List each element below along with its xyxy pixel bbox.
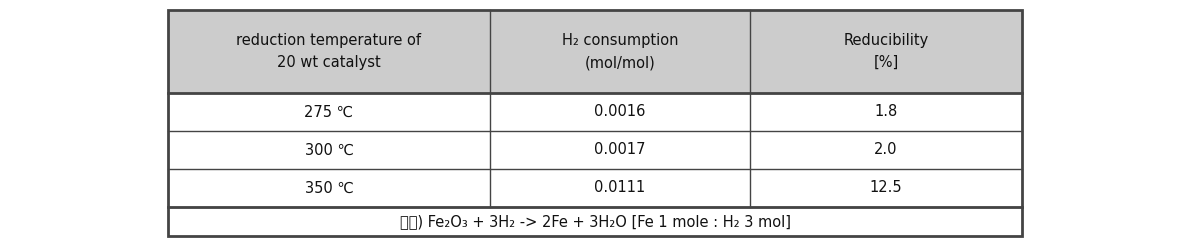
- Text: 2.0: 2.0: [875, 142, 897, 157]
- Bar: [168, 10, 1022, 93]
- Bar: [168, 207, 1022, 236]
- Text: 1.8: 1.8: [875, 105, 897, 120]
- Text: 350 ℃: 350 ℃: [305, 181, 353, 196]
- Bar: [168, 93, 1022, 131]
- Text: 12.5: 12.5: [870, 181, 902, 196]
- Text: Reducibility
[%]: Reducibility [%]: [844, 33, 928, 70]
- Text: 0.0017: 0.0017: [594, 142, 646, 157]
- Bar: [168, 169, 1022, 207]
- Bar: [168, 10, 1022, 236]
- Text: 300 ℃: 300 ℃: [305, 142, 353, 157]
- Text: 275 ℃: 275 ℃: [305, 105, 353, 120]
- Bar: [168, 131, 1022, 169]
- Text: H₂ consumption
(mol/mol): H₂ consumption (mol/mol): [562, 33, 678, 70]
- Text: reduction temperature of
20 wt catalyst: reduction temperature of 20 wt catalyst: [237, 33, 421, 70]
- Text: 0.0111: 0.0111: [594, 181, 646, 196]
- Text: 가정) Fe₂O₃ + 3H₂ -> 2Fe + 3H₂O [Fe 1 mole : H₂ 3 mol]: 가정) Fe₂O₃ + 3H₂ -> 2Fe + 3H₂O [Fe 1 mole…: [400, 214, 790, 229]
- Text: 0.0016: 0.0016: [594, 105, 646, 120]
